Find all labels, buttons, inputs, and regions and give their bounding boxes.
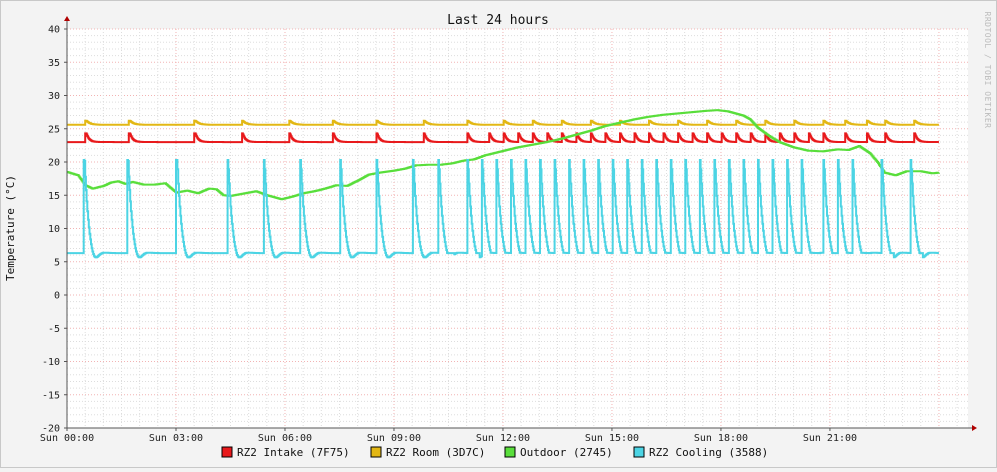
x-tick-label: Sun 00:00 [40,433,94,444]
legend-swatch [370,446,382,458]
y-axis-label: Temperature (°C) [4,175,17,281]
x-tick-label: Sun 12:00 [476,433,530,444]
x-tick-labels: Sun 00:00 Sun 03:00 Sun 06:00 Sun 09:00 Sun … [40,428,857,444]
y-tick-label: 30 [48,91,60,102]
legend-label: Outdoor (2745) [520,446,613,459]
legend-label: RZ2 Intake (7F75) [237,446,350,459]
x-tick-label: Sun 21:00 [803,433,857,444]
x-tick-label: Sun 06:00 [258,433,312,444]
y-tick-label: 15 [48,191,60,202]
y-tick-label: 10 [48,224,60,235]
chart-title: Last 24 hours [447,13,549,28]
grid [66,28,968,429]
y-tick-label: -20 [42,424,60,435]
legend-label: RZ2 Room (3D7C) [386,446,485,459]
y-tick-label: 40 [48,25,60,36]
x-tick-label: Sun 15:00 [585,433,639,444]
y-tick-label: 35 [48,58,60,69]
series-line-2 [66,109,940,201]
watermark-text: RRDTOOL / TOBI OETIKER [983,12,992,129]
series-line-3 [67,159,939,259]
series-layer [66,109,940,259]
x-tick-label: Sun 18:00 [694,433,748,444]
x-tick-label: Sun 09:00 [367,433,421,444]
y-tick-label: 20 [48,158,60,169]
legend: RZ2 Intake (7F75) RZ2 Room (3D7C) Outdoor … [221,446,768,459]
series-line-0 [67,132,939,144]
y-tick-label: 5 [54,257,60,268]
y-tick-label: 25 [48,124,60,135]
legend-swatch [504,446,516,458]
legend-swatch [221,446,233,458]
y-axis-arrow [64,16,70,21]
y-tick-label: -5 [48,324,60,335]
y-tick-label: 0 [54,291,60,302]
y-tick-labels: 40 35 30 25 20 15 10 5 0 -5 -10 -15 -20 [42,25,67,435]
x-tick-label: Sun 03:00 [149,433,203,444]
y-tick-label: -10 [42,357,60,368]
series-line-1 [67,119,939,126]
legend-swatch [633,446,645,458]
legend-label: RZ2 Cooling (3588) [649,446,768,459]
axes [64,16,977,431]
y-tick-label: -15 [42,390,60,401]
x-axis-arrow [972,425,977,431]
